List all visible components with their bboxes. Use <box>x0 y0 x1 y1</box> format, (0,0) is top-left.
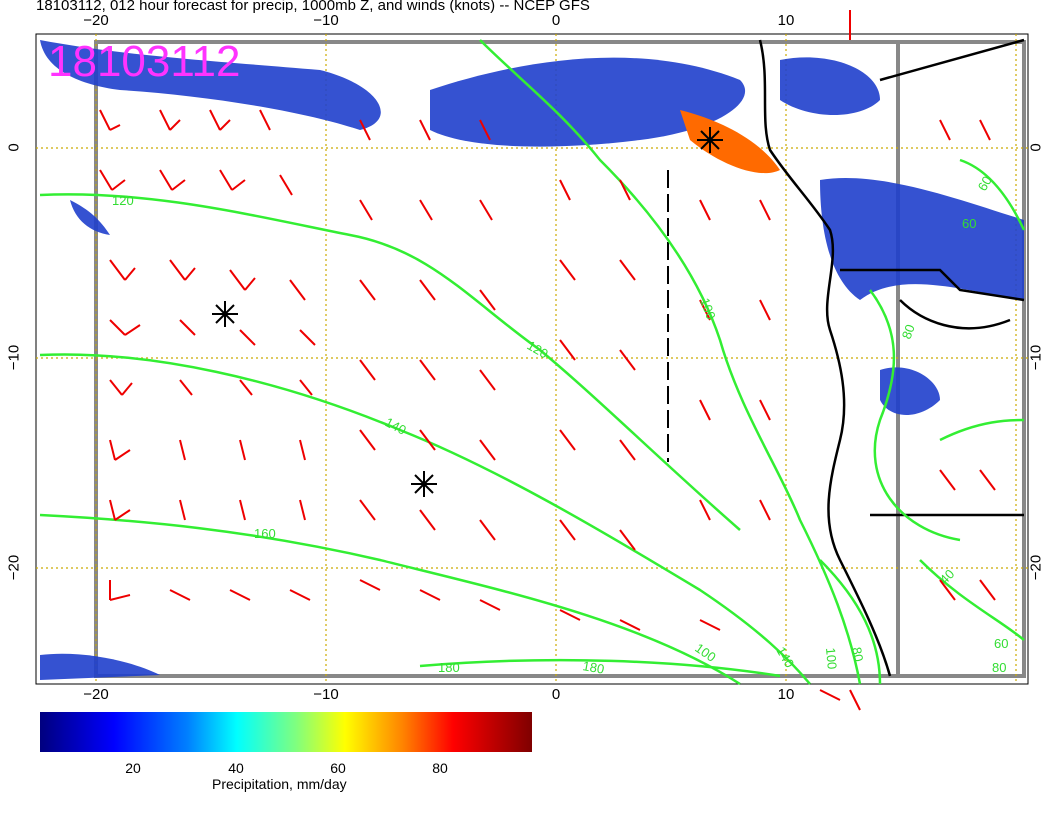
x-tick-top: 10 <box>777 12 795 29</box>
contour-label: 160 <box>254 526 276 541</box>
low-center-markers <box>212 127 723 497</box>
date-stamp: 18103112 <box>48 37 241 86</box>
contour-label: 60 <box>975 173 995 193</box>
contour-label: 100 <box>697 296 719 322</box>
contour-label: 100 <box>692 640 718 665</box>
precip-colorbar <box>40 712 532 752</box>
contour-label: 60 <box>962 216 976 231</box>
contour-label: 100 <box>823 647 840 670</box>
contour-label: 180 <box>581 658 605 677</box>
y-tick-right: −10 <box>1027 344 1045 371</box>
x-tick-bottom: 10 <box>777 686 795 703</box>
map-title: 18103112, 012 hour forecast for precip, … <box>36 0 590 14</box>
contour-label: 140 <box>383 414 409 437</box>
height-contours <box>39 39 1026 686</box>
precip-field <box>40 40 1024 680</box>
y-tick-left: −10 <box>5 344 23 371</box>
y-tick-right: −20 <box>1027 554 1045 581</box>
colorbar-tick: 80 <box>432 760 448 776</box>
wind-barbs <box>99 10 996 711</box>
y-tick-right: 0 <box>1027 143 1045 152</box>
x-tick-top: −10 <box>313 12 339 29</box>
x-tick-bottom: −10 <box>313 686 339 703</box>
colorbar-label: Precipitation, mm/day <box>212 776 347 792</box>
contour-label: 180 <box>438 660 460 675</box>
contour-label: 80 <box>849 646 866 663</box>
y-tick-left: −20 <box>5 554 23 581</box>
x-tick-top: 0 <box>551 12 561 29</box>
contour-label: 80 <box>992 660 1006 675</box>
contour-label: 60 <box>994 636 1008 651</box>
colorbar-tick: 40 <box>228 760 244 776</box>
y-tick-left: 0 <box>5 143 23 152</box>
x-tick-bottom: 0 <box>551 686 561 703</box>
x-tick-top: −20 <box>83 12 109 29</box>
contour-label: 40 <box>937 566 958 587</box>
lat-lon-grid <box>36 34 1028 684</box>
contour-label: 80 <box>899 322 918 341</box>
colorbar-tick: 60 <box>330 760 346 776</box>
contour-label: 120 <box>112 193 134 208</box>
coastline <box>758 38 1025 677</box>
x-tick-bottom: −20 <box>83 686 109 703</box>
map-frame <box>35 33 1029 685</box>
colorbar-tick: 20 <box>125 760 141 776</box>
